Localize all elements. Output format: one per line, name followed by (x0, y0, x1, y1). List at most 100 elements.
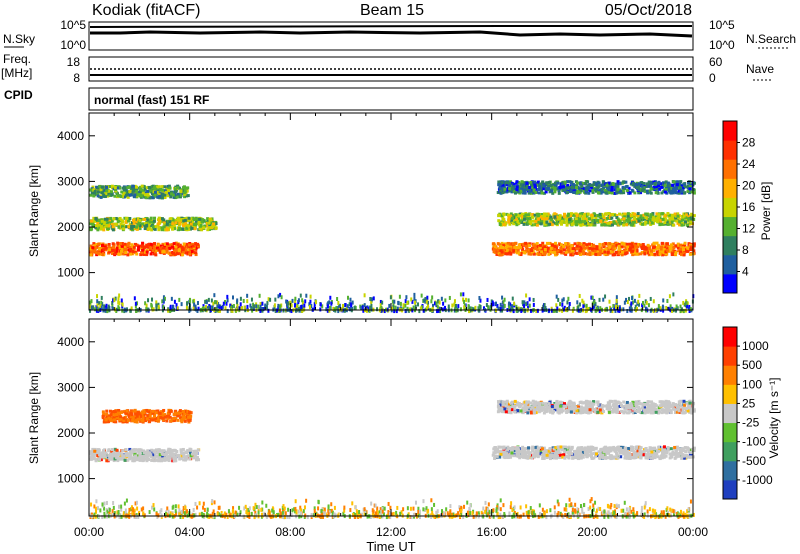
ground-scatter-cell (405, 295, 408, 300)
ground-scatter-cell (298, 306, 301, 311)
echo-cell (692, 244, 696, 248)
echo-cell (151, 453, 155, 457)
ground-scatter-cell (273, 303, 276, 308)
echo-cell (162, 249, 166, 253)
echo-cell (562, 245, 566, 249)
echo-cell (104, 192, 108, 196)
echo-cell (606, 216, 610, 220)
echo-cell (545, 220, 549, 224)
echo-cell (112, 420, 116, 424)
ground-scatter-cell (535, 309, 538, 314)
ground-scatter-cell (388, 303, 391, 308)
echo-cell (169, 217, 173, 221)
ground-scatter-cell (172, 307, 175, 312)
echo-cell (192, 218, 196, 222)
ground-scatter-cell (121, 302, 124, 307)
echo-cell (96, 190, 100, 194)
echo-cell (181, 248, 185, 252)
ground-scatter-cell (135, 308, 138, 313)
echo-cell (167, 449, 171, 453)
ground-scatter-cell (144, 301, 147, 306)
echo-cell (116, 241, 120, 245)
echo-cell (97, 223, 101, 227)
echo-cell (204, 220, 208, 224)
echo-cell (671, 188, 675, 192)
echo-cell (593, 223, 597, 227)
echo-cell (555, 252, 559, 256)
echo-cell (126, 452, 130, 456)
echo-cell (520, 180, 524, 184)
echo-cell (615, 243, 619, 247)
echo-cell (500, 214, 504, 218)
echo-cell (508, 247, 512, 251)
ground-scatter-cell (107, 304, 110, 309)
echo-cell (544, 212, 548, 216)
ground-scatter-cell (379, 299, 382, 304)
echo-cell (164, 456, 168, 460)
echo-cell (517, 180, 521, 184)
echo-cell (105, 185, 109, 189)
echo-cell (613, 185, 617, 189)
echo-cell (519, 212, 523, 216)
echo-cell (189, 454, 193, 458)
echo-cell (532, 188, 536, 192)
echo-cell (101, 253, 105, 257)
echo-cell (602, 187, 606, 191)
echo-cell (602, 216, 606, 220)
echo-cell (511, 216, 515, 220)
ground-scatter-cell (638, 293, 641, 298)
echo-cell (210, 221, 214, 225)
echo-cell (676, 187, 680, 191)
echo-cell (525, 184, 529, 188)
ground-scatter-cell (346, 295, 349, 300)
echo-cell (669, 247, 673, 251)
echo-cell (663, 221, 667, 225)
echo-cell (596, 186, 600, 190)
echo-cell (115, 448, 119, 452)
echo-cell (108, 454, 112, 458)
ground-scatter-cell (523, 300, 526, 305)
echo-cell (649, 191, 653, 195)
echo-cell (596, 191, 600, 195)
echo-cell (175, 195, 179, 199)
echo-cell (599, 216, 603, 220)
ground-scatter-cell (459, 292, 462, 297)
ground-scatter-cell (410, 297, 413, 302)
echo-cell (605, 183, 609, 187)
echo-cell (666, 212, 670, 216)
echo-cell (91, 246, 95, 250)
echo-cell (616, 186, 620, 190)
echo-cell (150, 448, 154, 452)
echo-cell (137, 449, 141, 453)
echo-cell (171, 459, 175, 463)
echo-cell (511, 220, 515, 224)
ground-scatter-cell (617, 308, 620, 313)
echo-cell (111, 453, 115, 457)
echo-cell (129, 411, 133, 415)
echo-cell (110, 219, 114, 223)
echo-cell (624, 185, 628, 189)
noise-sky-line (89, 25, 692, 28)
echo-cell (207, 227, 211, 231)
echo-cell (119, 195, 123, 199)
echo-cell (165, 419, 169, 423)
echo-cell (645, 219, 649, 223)
echo-cell (615, 189, 619, 193)
echo-cell (630, 223, 634, 227)
echo-cell (570, 186, 574, 190)
echo-cell (118, 216, 122, 220)
echo-cell (686, 186, 690, 190)
echo-cell (116, 186, 120, 190)
ground-scatter-cell (529, 308, 532, 313)
echo-cell (619, 189, 623, 193)
echo-cell (154, 416, 158, 420)
ground-scatter-cell (641, 300, 644, 305)
ground-scatter-cell (652, 299, 655, 304)
echo-cell (504, 246, 508, 250)
echo-cell (119, 218, 123, 222)
echo-cell (529, 251, 533, 255)
echo-cell (635, 252, 639, 256)
echo-cell (137, 245, 141, 249)
echo-cell (621, 189, 625, 193)
echo-cell (165, 242, 169, 246)
